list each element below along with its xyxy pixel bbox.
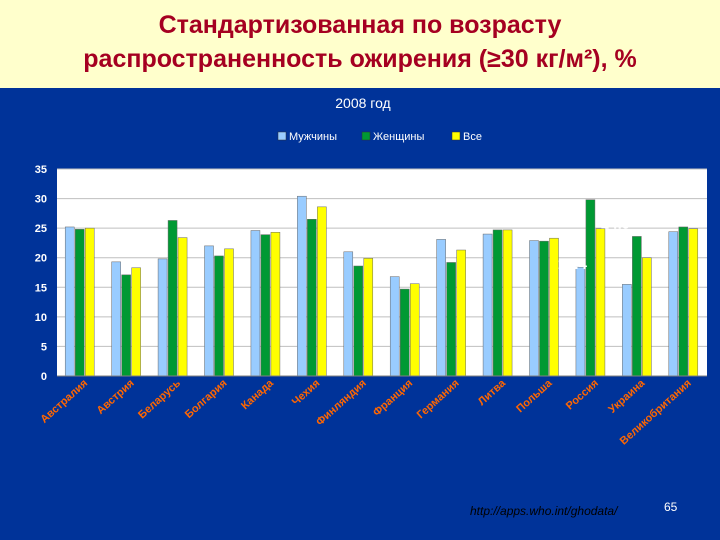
bar-Все-Украина (642, 257, 652, 377)
bar-Женщины-Австрия (121, 274, 131, 377)
bar-Мужчины-Беларусь (157, 258, 168, 377)
y-tick-label: 5 (41, 341, 47, 353)
bar-Женщины-Франция (399, 288, 410, 377)
bar-Мужчины-Польша (529, 240, 539, 377)
bar-Все-Австралия (84, 227, 95, 377)
x-tick-label: Украина (606, 377, 648, 416)
bar-Женщины-Польша (539, 240, 549, 377)
x-tick-label: Польша (514, 377, 555, 416)
legend-swatch-Мужчины (277, 131, 287, 141)
bar-Женщины-Литва (492, 229, 503, 377)
bar-Мужчины-Франция (389, 276, 400, 377)
annotations: 29.8 24.9 18.4 (558, 179, 630, 273)
bar-Мужчины-Великобритания (668, 231, 679, 377)
x-tick-label: Болгария (183, 377, 230, 421)
bar-Мужчины-Украина (622, 284, 632, 377)
x-tick-label: Германия (415, 377, 462, 421)
bar-Мужчины-Австрия (111, 261, 121, 377)
y-tick-label: 15 (35, 282, 47, 294)
legend-label-Женщины: Женщины (373, 131, 424, 143)
x-tick-label: Чехия (290, 377, 323, 408)
bar-Все-Франция (409, 283, 420, 377)
bar-Мужчины-Болгария (204, 245, 214, 377)
legend-label-Все: Все (463, 131, 482, 143)
data-label-24.9: 24.9 (601, 216, 630, 233)
bar-Женщины-Болгария (214, 255, 224, 377)
chart-title: 2008 год (335, 95, 390, 111)
bar-Все-Беларусь (177, 237, 188, 377)
bar-Все-Россия (595, 228, 606, 377)
bar-Мужчины-Канада (250, 230, 261, 377)
bar-Мужчины-Россия (575, 266, 586, 377)
bar-Все-Германия (456, 249, 466, 377)
bar-Женщины-Германия (446, 262, 456, 377)
legend-label-Мужчины: Мужчины (289, 131, 337, 143)
bar-Все-Болгария (224, 248, 234, 377)
bar-Женщины-Великобритания (678, 226, 689, 377)
bar-Все-Канада (270, 232, 281, 377)
bar-Женщины-Канада (260, 234, 271, 377)
y-tick-label: 20 (35, 253, 47, 265)
page-number: 65 (664, 500, 678, 514)
bar-Мужчины-Литва (482, 233, 493, 377)
bar-Женщины-Финляндия (353, 265, 364, 377)
plot-area (57, 169, 707, 376)
chart: 2008 год Мужчины Женщины Все 0 5 10 15 20 25 30 3… (35, 95, 707, 448)
x-tick-label: Литва (476, 377, 509, 408)
x-tick-label: Россия (564, 377, 601, 412)
slide-title: Стандартизованная по возрасту распростра… (83, 11, 637, 73)
bar-Все-Великобритания (688, 228, 699, 377)
source-link[interactable]: http://apps.who.int/ghodata/ (470, 504, 618, 518)
bar-Женщины-Россия (585, 199, 596, 377)
bar-Все-Чехия (317, 206, 327, 377)
x-tick-label: Франция (371, 377, 415, 419)
chart-legend: Мужчины Женщины Все (277, 131, 482, 143)
title-band (0, 0, 720, 88)
bar-Мужчины-Чехия (297, 195, 307, 377)
legend-swatch-Все (451, 131, 461, 141)
bars (57, 195, 707, 377)
x-axis-labels: Австралия Австрия Беларусь Болгария Канада Че… (38, 377, 693, 448)
bar-Мужчины-Австралия (64, 226, 75, 377)
y-tick-label: 35 (35, 164, 47, 176)
y-tick-label: 10 (35, 312, 47, 324)
data-label-18.4: 18.4 (558, 256, 588, 273)
y-axis-ticks: 0 5 10 15 20 25 30 35 (35, 164, 47, 383)
data-label-29.8: 29.8 (570, 179, 599, 196)
bar-Мужчины-Германия (436, 239, 446, 377)
y-tick-label: 30 (35, 194, 47, 206)
bar-Женщины-Австралия (74, 229, 85, 377)
x-tick-label: Австрия (95, 377, 137, 417)
bar-Все-Австрия (131, 267, 141, 377)
bar-Мужчины-Финляндия (343, 251, 354, 377)
bar-Женщины-Чехия (307, 219, 317, 377)
x-tick-label: Канада (239, 377, 277, 412)
legend-swatch-Женщины (361, 131, 371, 141)
bar-Все-Финляндия (363, 258, 374, 377)
y-tick-label: 25 (35, 223, 47, 235)
y-tick-label: 0 (41, 371, 47, 383)
x-tick-label: Беларусь (136, 377, 183, 421)
bar-Женщины-Беларусь (167, 220, 178, 377)
bar-Все-Литва (502, 229, 513, 377)
bar-Женщины-Украина (632, 236, 642, 377)
x-tick-label: Австралия (38, 377, 90, 425)
x-tick-label: Финляндия (314, 377, 369, 428)
